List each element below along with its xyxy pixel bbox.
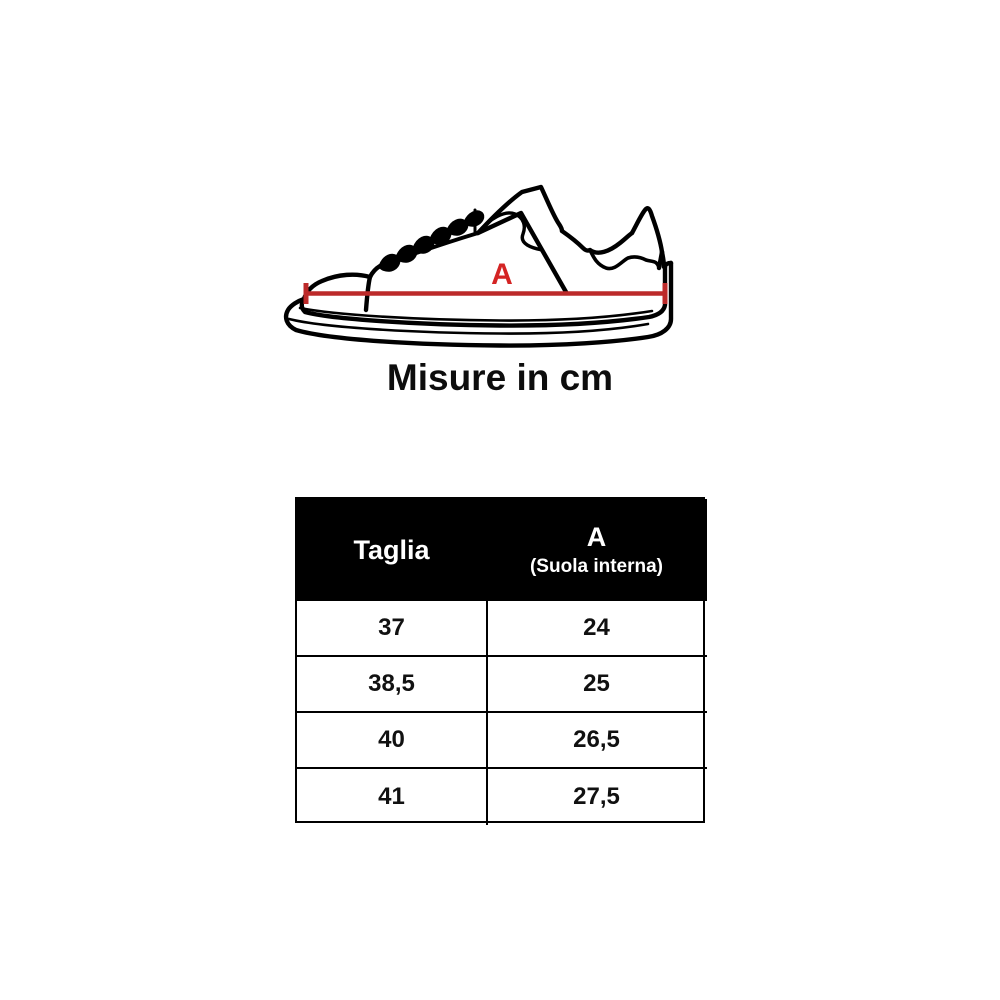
svg-text:A: A (491, 258, 513, 291)
